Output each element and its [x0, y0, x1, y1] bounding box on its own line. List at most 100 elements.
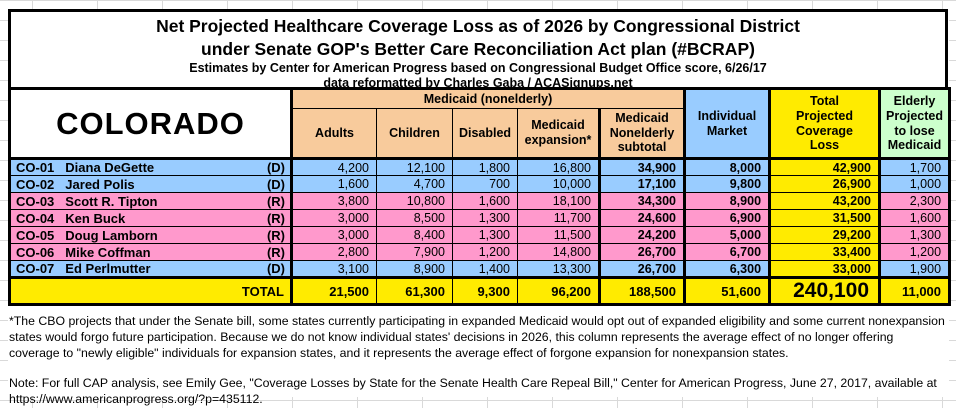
- col-header-medicaid-expansion: Medicaid expansion*: [517, 108, 600, 160]
- col-header-children: Children: [376, 108, 453, 160]
- title-block: Net Projected Healthcare Coverage Loss a…: [8, 9, 948, 90]
- district-cell: CO-07 Ed Perlmutter (D): [9, 260, 293, 278]
- total-elderly-value: 11,000: [879, 276, 951, 305]
- disabled-value: 700: [452, 175, 518, 193]
- subtotal-value: 17,100: [597, 175, 687, 193]
- individual-market-value: 6,700: [684, 243, 772, 261]
- col-header-medicaid-subtotal: Medicaid Nonelderly subtotal: [597, 108, 687, 160]
- total-loss-value: 42,900: [769, 158, 882, 176]
- header-subrow: Adults Children Disabled Medicaid expans…: [10, 108, 950, 160]
- elderly-value: 1,600: [879, 209, 951, 227]
- adults-value: 3,800: [291, 192, 377, 210]
- adults-value: 3,000: [291, 226, 377, 244]
- elderly-value: 1,300: [879, 226, 951, 244]
- rep-name: Ken Buck: [65, 210, 126, 226]
- total-loss-value: 43,200: [769, 192, 882, 210]
- elderly-value: 1,200: [879, 243, 951, 261]
- table-row: CO-03 Scott R. Tipton (R) 3,800 10,800 1…: [9, 192, 951, 210]
- children-value: 8,900: [376, 260, 453, 278]
- disabled-value: 1,200: [452, 243, 518, 261]
- district-cell: CO-06 Mike Coffman (R): [9, 243, 293, 261]
- subtotal-value: 24,200: [597, 226, 687, 244]
- table-row: CO-02 Jared Polis (D) 1,600 4,700 700 10…: [9, 175, 951, 193]
- grand-total-coverage-loss: 240,100: [769, 276, 882, 305]
- party-label: (R): [266, 193, 285, 209]
- subtotal-value: 34,900: [597, 158, 687, 176]
- adults-value: 4,200: [291, 158, 377, 176]
- individual-market-value: 5,000: [684, 226, 772, 244]
- children-value: 7,900: [376, 243, 453, 261]
- district-cell: CO-03 Scott R. Tipton (R): [9, 192, 293, 210]
- expansion-value: 10,000: [517, 175, 600, 193]
- medicaid-group-header: Medicaid (nonelderly): [290, 88, 687, 109]
- title-credit-line: data reformatted by Charles Gaba / ACASi…: [323, 76, 633, 90]
- individual-market-value: 6,300: [684, 260, 772, 278]
- table-row: CO-07 Ed Perlmutter (D) 3,100 8,900 1,40…: [9, 260, 951, 278]
- adults-value: 3,000: [291, 209, 377, 227]
- district-cell: CO-02 Jared Polis (D): [9, 175, 293, 193]
- elderly-value: 2,300: [879, 192, 951, 210]
- total-expansion-value: 96,200: [517, 276, 600, 305]
- page-title-line2: under Senate GOP's Better Care Reconcili…: [201, 39, 755, 59]
- district-code: CO-01: [16, 160, 55, 175]
- district-code: CO-02: [16, 176, 55, 192]
- total-disabled-value: 9,300: [452, 276, 518, 305]
- district-namewrap: CO-03 Scott R. Tipton (R): [11, 193, 289, 209]
- party-label: (D): [266, 160, 285, 175]
- rep-name: Scott R. Tipton: [65, 193, 158, 209]
- total-row: TOTAL 21,500 61,300 9,300 96,200 188,500…: [9, 276, 951, 305]
- rep-name: Jared Polis: [65, 176, 135, 192]
- district-cell: CO-01 Diana DeGette (D): [9, 158, 293, 176]
- page-title: Net Projected Healthcare Coverage Loss a…: [156, 16, 800, 36]
- disabled-value: 1,600: [452, 192, 518, 210]
- total-subtotal-value: 188,500: [597, 276, 687, 305]
- col-header-elderly-medicaid: Elderly Projected to lose Medicaid: [879, 88, 951, 160]
- col-header-adults: Adults: [291, 108, 377, 160]
- district-cell: CO-04 Ken Buck (R): [9, 209, 293, 227]
- elderly-value: 1,000: [879, 175, 951, 193]
- total-label: TOTAL: [9, 276, 293, 305]
- district-code: CO-03: [16, 193, 55, 209]
- total-children-value: 61,300: [376, 276, 453, 305]
- adults-value: 3,100: [291, 260, 377, 278]
- expansion-value: 13,300: [517, 260, 600, 278]
- header-band-row: COLORADO Medicaid (nonelderly) Individua…: [9, 88, 951, 160]
- table-row: CO-05 Doug Lamborn (R) 3,000 8,400 1,300…: [9, 226, 951, 244]
- expansion-value: 16,800: [517, 158, 600, 176]
- adults-value: 2,800: [291, 243, 377, 261]
- district-namewrap: CO-01 Diana DeGette (D): [11, 160, 289, 175]
- elderly-value: 1,700: [879, 158, 951, 176]
- district-namewrap: CO-07 Ed Perlmutter (D): [11, 261, 289, 277]
- subtotal-value: 26,700: [597, 260, 687, 278]
- total-individual-market-value: 51,600: [684, 276, 772, 305]
- party-label: (D): [266, 176, 285, 192]
- total-loss-value: 31,500: [769, 209, 882, 227]
- table-row: CO-04 Ken Buck (R) 3,000 8,500 1,300 11,…: [9, 209, 951, 227]
- district-code: CO-07: [16, 261, 55, 277]
- total-loss-value: 26,900: [769, 175, 882, 193]
- district-namewrap: CO-02 Jared Polis (D): [11, 176, 289, 192]
- district-namewrap: CO-04 Ken Buck (R): [11, 210, 289, 226]
- cbo-footnote: *The CBO projects that under the Senate …: [9, 314, 945, 360]
- party-label: (R): [266, 210, 285, 226]
- subtotal-value: 26,700: [597, 243, 687, 261]
- disabled-value: 1,300: [452, 226, 518, 244]
- expansion-value: 18,100: [517, 192, 600, 210]
- title-source-line: Estimates by Center for American Progres…: [189, 61, 767, 75]
- children-value: 12,100: [376, 158, 453, 176]
- state-header: COLORADO: [9, 88, 293, 160]
- party-label: (R): [266, 244, 285, 260]
- children-value: 8,400: [376, 226, 453, 244]
- col-header-disabled: Disabled: [452, 108, 518, 160]
- table-row: CO-06 Mike Coffman (R) 2,800 7,900 1,200…: [9, 243, 951, 261]
- district-cell: CO-05 Doug Lamborn (R): [9, 226, 293, 244]
- adults-value: 1,600: [291, 175, 377, 193]
- col-header-individual-market: Individual Market: [684, 88, 772, 160]
- children-value: 10,800: [376, 192, 453, 210]
- cap-analysis-note: Note: For full CAP analysis, see Emily G…: [9, 376, 937, 406]
- total-loss-value: 33,400: [769, 243, 882, 261]
- total-loss-value: 29,200: [769, 226, 882, 244]
- district-namewrap: CO-06 Mike Coffman (R): [11, 244, 289, 260]
- children-value: 8,500: [376, 209, 453, 227]
